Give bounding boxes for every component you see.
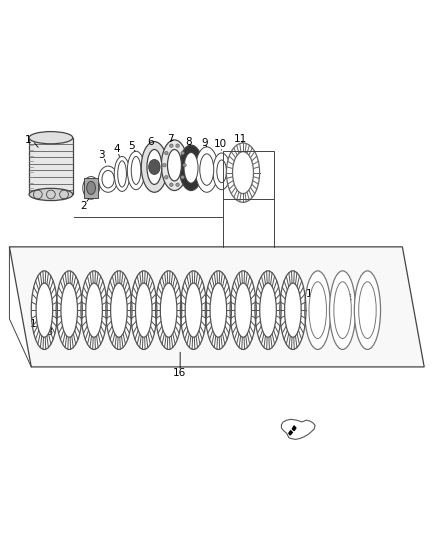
Circle shape [181,175,184,179]
Circle shape [162,164,166,167]
Ellipse shape [200,154,214,185]
Ellipse shape [185,283,202,337]
Ellipse shape [160,283,177,337]
Text: 6: 6 [147,136,154,147]
Ellipse shape [102,171,114,188]
Ellipse shape [233,152,254,193]
Text: 10: 10 [214,139,227,149]
Circle shape [165,151,168,155]
Ellipse shape [210,283,226,337]
Polygon shape [289,431,292,435]
Text: 13: 13 [41,327,54,337]
FancyBboxPatch shape [29,138,73,195]
Ellipse shape [106,271,132,350]
Ellipse shape [131,157,141,184]
Ellipse shape [195,147,218,192]
Ellipse shape [329,271,356,350]
FancyBboxPatch shape [84,179,98,198]
Polygon shape [292,426,296,431]
Text: 15: 15 [340,294,353,304]
Text: 9: 9 [202,138,208,148]
Ellipse shape [260,283,276,337]
Ellipse shape [86,283,102,337]
Ellipse shape [147,149,162,184]
Polygon shape [10,247,424,367]
Ellipse shape [141,142,167,192]
Text: 4: 4 [113,144,120,155]
Text: 7: 7 [167,134,173,144]
Circle shape [183,164,186,167]
Ellipse shape [184,152,198,183]
Circle shape [170,183,173,187]
Ellipse shape [61,283,78,337]
Ellipse shape [179,145,203,190]
Ellipse shape [280,271,306,350]
Ellipse shape [118,161,127,187]
Ellipse shape [36,283,53,337]
Ellipse shape [309,282,326,338]
Ellipse shape [81,271,107,350]
Ellipse shape [114,157,130,191]
Ellipse shape [31,271,57,350]
Ellipse shape [29,132,73,144]
Ellipse shape [161,140,187,190]
Ellipse shape [205,271,231,350]
Text: 14: 14 [306,288,319,298]
Text: 2: 2 [80,201,87,211]
Ellipse shape [127,151,145,190]
Circle shape [165,175,168,179]
Ellipse shape [149,159,160,174]
Ellipse shape [230,271,256,350]
Ellipse shape [135,283,152,337]
Ellipse shape [131,271,157,350]
Ellipse shape [354,271,381,350]
Ellipse shape [111,283,127,337]
Ellipse shape [217,160,226,183]
Ellipse shape [285,283,301,337]
Ellipse shape [235,283,251,337]
Text: 16: 16 [173,368,186,378]
Ellipse shape [305,271,331,350]
Ellipse shape [99,166,118,192]
Text: 5: 5 [128,141,135,151]
Text: 11: 11 [234,134,247,144]
Ellipse shape [87,181,95,195]
Ellipse shape [213,153,230,190]
Circle shape [176,144,179,148]
Text: 1: 1 [25,135,31,145]
Ellipse shape [359,282,376,338]
Circle shape [176,183,179,187]
Circle shape [181,151,184,155]
Ellipse shape [180,271,207,350]
Ellipse shape [334,282,351,338]
Text: 3: 3 [98,150,104,160]
Text: 8: 8 [185,136,192,147]
Ellipse shape [29,188,73,200]
Ellipse shape [255,271,281,350]
Text: 12: 12 [30,319,43,329]
Ellipse shape [226,143,260,203]
Ellipse shape [155,271,182,350]
Ellipse shape [167,149,181,181]
Circle shape [170,144,173,148]
Ellipse shape [56,271,82,350]
